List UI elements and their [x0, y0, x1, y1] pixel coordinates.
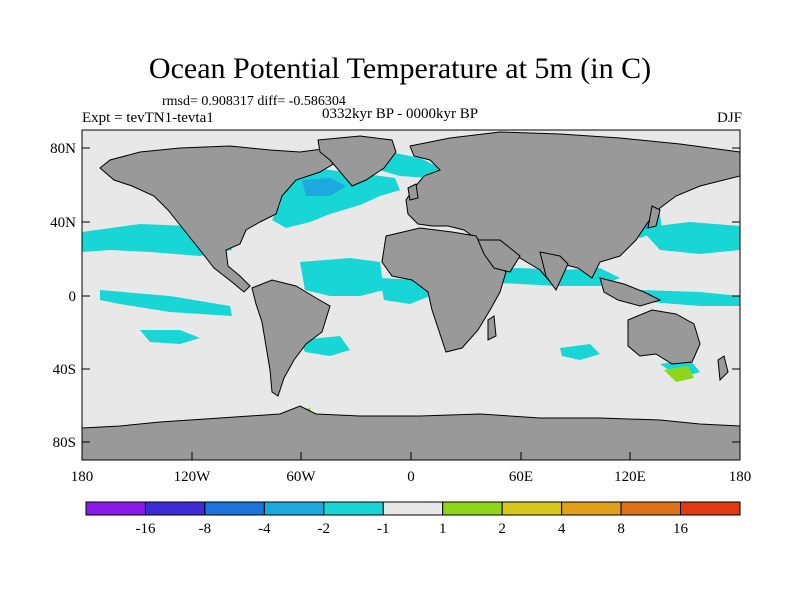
anomaly-patch-west-pacific: [640, 290, 740, 306]
lon-label: 60W: [286, 469, 316, 485]
colorbar-segment: [680, 501, 741, 516]
longitude-ticks: [81, 452, 741, 460]
land-south-america: [251, 279, 331, 397]
anomaly-patch-equatorial-pacific: [100, 290, 232, 316]
statistics-label: rmsd= 0.908317 diff= -0.586304: [162, 94, 346, 109]
land-madagascar: [487, 315, 497, 341]
lat-label: 80N: [50, 141, 76, 157]
anomaly-patch-tropical-atlantic: [300, 258, 384, 296]
land-masses: [82, 131, 740, 460]
lon-label: 60E: [509, 469, 533, 485]
land-southeast-asia: [599, 277, 662, 307]
lat-label: 40N: [50, 215, 76, 231]
colorbar-segment: [144, 501, 206, 516]
lon-label: 120W: [174, 469, 212, 485]
anomaly-patch-south-indian: [560, 344, 600, 360]
lat-label: 80S: [53, 435, 76, 451]
colorbar-label: 8: [617, 521, 625, 537]
land-japan: [647, 205, 661, 229]
colorbar-segment: [323, 501, 384, 516]
colorbar-label: 16: [673, 521, 689, 537]
colorbar-label: -8: [199, 521, 212, 537]
colorbar-segment: [204, 501, 265, 516]
longitude-labels: 180 120W 60W 0 60E 120E 180: [71, 469, 752, 485]
warm-patch-south-australia: [664, 366, 694, 382]
land-india: [539, 251, 569, 291]
colorbar: [85, 501, 741, 516]
colorbar-label: 1: [439, 521, 447, 537]
lon-label: 180: [729, 469, 752, 485]
anomaly-patch-southern-atlantic: [300, 336, 350, 356]
colorbar-label: -4: [258, 521, 271, 537]
season-label: DJF: [716, 110, 742, 126]
experiment-label: Expt = tevTN1-tevta1: [82, 110, 214, 126]
period-label: 0332kyr BP - 0000kyr BP: [322, 106, 479, 122]
colorbar-label: -1: [377, 521, 390, 537]
colorbar-segment: [620, 501, 682, 516]
latitude-ticks: [82, 147, 740, 443]
colorbar-label: -16: [135, 521, 155, 537]
map-title: Ocean Potential Temperature at 5m (in C): [148, 52, 652, 85]
land-north-america: [99, 145, 341, 293]
colorbar-segment: [382, 501, 444, 516]
colorbar-label: -2: [318, 521, 331, 537]
colorbar-segment: [501, 501, 563, 516]
anomaly-patch-south-pacific: [140, 330, 200, 344]
colorbar-segment: [263, 501, 325, 516]
lat-label: 40S: [53, 362, 76, 378]
colorbar-label: 2: [498, 521, 506, 537]
land-new-zealand: [717, 355, 729, 382]
anomaly-patch-labrador: [302, 178, 346, 196]
land-greenland: [317, 135, 397, 187]
colorbar-segment: [561, 501, 622, 516]
colorbar-segment: [442, 501, 503, 516]
land-arabia: [477, 239, 521, 273]
lon-label: 180: [71, 469, 94, 485]
lon-label: 0: [407, 469, 415, 485]
anomaly-patch-north-pacific-east: [640, 222, 740, 254]
colorbar-segment: [85, 501, 146, 516]
lon-label: 120E: [614, 469, 646, 485]
colorbar-labels: -16 -8 -4 -2 -1 1 2 4 8 16: [135, 521, 688, 537]
lat-label: 0: [69, 289, 77, 305]
latitude-labels: 80N 40N 0 40S 80S: [50, 141, 76, 451]
land-uk: [407, 183, 419, 201]
land-antarctica: [82, 405, 740, 460]
land-africa: [381, 227, 507, 353]
colorbar-label: 4: [558, 521, 566, 537]
land-australia: [627, 309, 701, 365]
